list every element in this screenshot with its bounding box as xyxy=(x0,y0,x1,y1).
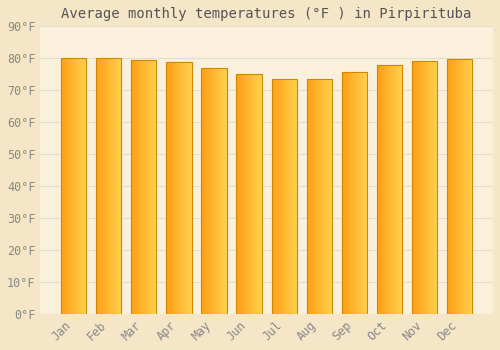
Bar xyxy=(202,68,226,314)
Bar xyxy=(166,62,192,314)
Bar xyxy=(306,79,332,314)
Bar xyxy=(342,72,367,314)
Bar xyxy=(272,79,297,314)
Bar xyxy=(96,58,122,314)
Bar xyxy=(236,74,262,314)
Bar xyxy=(377,65,402,314)
Title: Average monthly temperatures (°F ) in Pirpirituba: Average monthly temperatures (°F ) in Pi… xyxy=(62,7,472,21)
Bar xyxy=(447,59,472,314)
Bar xyxy=(61,58,86,314)
Bar xyxy=(412,62,438,314)
Bar xyxy=(131,60,156,314)
